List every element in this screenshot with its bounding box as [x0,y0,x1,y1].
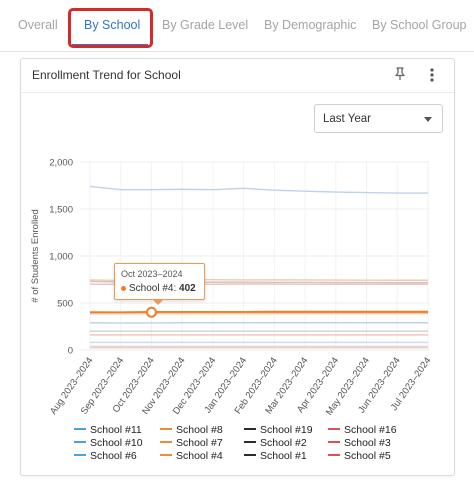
tab-bar: Overall By School By Grade Level By Demo… [0,0,474,52]
y-tick-label: 500 [57,299,73,310]
legend-swatch [328,454,340,457]
tab-by-school[interactable]: By School [84,18,141,32]
legend-label: School #10 [90,437,143,449]
legend-label: School #6 [90,450,137,462]
legend-item[interactable]: School #1 [244,450,307,462]
legend-label: School #11 [90,424,142,436]
tab-overall[interactable]: Overall [18,18,58,32]
tooltip-series-dot [121,285,126,291]
legend-label: School #1 [260,450,307,462]
tooltip-value: 402 [179,283,196,294]
pin-icon[interactable] [392,66,408,82]
legend-item[interactable]: School #2 [244,437,307,449]
legend-label: School #4 [176,450,223,462]
legend-swatch [160,428,172,431]
legend-item[interactable]: School #7 [160,437,223,449]
y-tick-label: 0 [68,346,73,357]
highlighted-point [145,306,157,318]
legend-item[interactable]: School #5 [328,450,391,462]
y-axis-label: # of Students Enrolled [30,209,41,302]
legend-item[interactable]: School #16 [328,424,397,436]
legend-item[interactable]: School #11 [74,424,142,436]
legend-item[interactable]: School #10 [74,437,143,449]
legend-label: School #19 [260,424,313,436]
legend-swatch [160,454,172,457]
more-vertical-icon[interactable] [427,66,437,84]
legend-label: School #3 [344,437,391,449]
legend-swatch [74,454,86,457]
tab-by-demographic[interactable]: By Demographic [264,18,357,32]
series-line [89,185,428,194]
legend-swatch [160,441,172,444]
legend-swatch [244,454,256,457]
series-line [89,310,428,314]
tab-by-school-group[interactable]: By School Group [372,18,467,32]
legend-item[interactable]: School #3 [328,437,391,449]
legend-label: School #16 [344,424,397,436]
legend-label: School #5 [344,450,391,462]
period-select-value: Last Year [323,113,371,125]
legend-swatch [74,441,86,444]
y-tick-label: 1,000 [49,252,73,263]
tab-by-grade-level[interactable]: By Grade Level [162,18,249,32]
card-header: Enrollment Trend for School [21,59,454,93]
tooltip-row: School #4: 402 [121,283,196,294]
legend-label: School #8 [176,424,223,436]
chart-tooltip: Oct 2023–2024 School #4: 402 [114,263,205,305]
tooltip-pointer [153,300,163,305]
y-tick-label: 2,000 [49,158,73,169]
legend-label: School #2 [260,437,307,449]
tooltip-category: Oct 2023–2024 [121,269,183,279]
card-title: Enrollment Trend for School [32,68,181,82]
legend-item[interactable]: School #6 [74,450,137,462]
period-select[interactable]: Last Year [314,104,443,133]
legend-swatch [244,428,256,431]
chart-legend: School #11 School #8 School #19 School #16 S… [74,424,434,464]
y-tick-label: 1,500 [49,205,73,216]
legend-swatch [328,441,340,444]
legend-swatch [244,441,256,444]
enrollment-trend-card: Enrollment Trend for School Last Year [20,58,455,476]
legend-item[interactable]: School #19 [244,424,313,436]
legend-swatch [74,428,86,431]
legend-label: School #7 [176,437,223,449]
legend-item[interactable]: School #4 [160,450,223,462]
legend-swatch [328,428,340,431]
chevron-down-icon [424,117,432,122]
callout-highlight-box [68,8,153,48]
tooltip-series-label: School #4: [129,283,177,294]
legend-item[interactable]: School #8 [160,424,223,436]
